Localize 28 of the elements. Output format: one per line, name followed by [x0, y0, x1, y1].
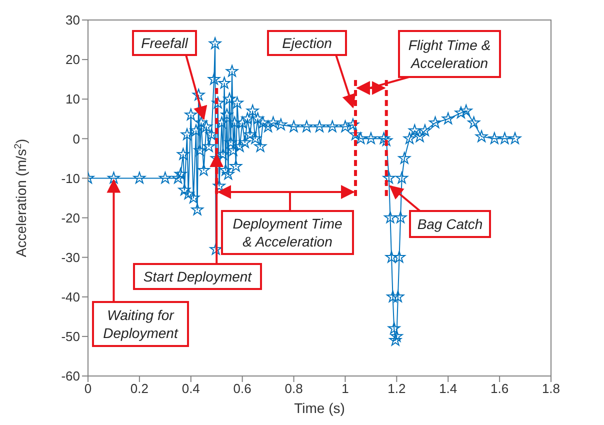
y-tick-label: 10: [66, 92, 80, 107]
x-tick-label: 1.8: [542, 381, 560, 396]
x-tick-label: 1.4: [439, 381, 458, 396]
x-tick-label: 1.2: [388, 381, 406, 396]
x-tick-label: 0.2: [130, 381, 148, 396]
y-tick-label: -20: [61, 210, 80, 226]
y-tick-label: -50: [61, 329, 80, 344]
y-tick-label: 20: [66, 52, 80, 68]
x-axis-title: Time (s): [294, 400, 345, 416]
annotation: Ejection: [282, 35, 332, 51]
x-tick-label: 1: [342, 381, 349, 396]
y-tick-label: -40: [61, 290, 80, 305]
x-tick-label: 0: [84, 381, 92, 396]
y-tick-label: 30: [66, 12, 80, 28]
annotation: Bag Catch: [417, 216, 483, 232]
x-tick-label: 0.4: [182, 381, 200, 396]
annotation: Deployment Time & Acceleration: [232, 216, 342, 250]
x-tick-label: 0.8: [284, 381, 303, 396]
y-tick-label: 0: [72, 131, 80, 146]
x-tick-label: 1.6: [490, 381, 509, 396]
y-tick-label: -10: [61, 170, 80, 186]
y-tick-label: -30: [61, 250, 80, 265]
annotation: Flight Time & Acceleration: [408, 37, 491, 71]
x-tick-label: 0.6: [233, 381, 252, 396]
annotation: Freefall: [141, 35, 189, 51]
annotation: Start Deployment: [143, 268, 253, 284]
y-tick-label: -60: [61, 368, 80, 384]
annotation: Waiting for Deployment: [103, 307, 179, 341]
